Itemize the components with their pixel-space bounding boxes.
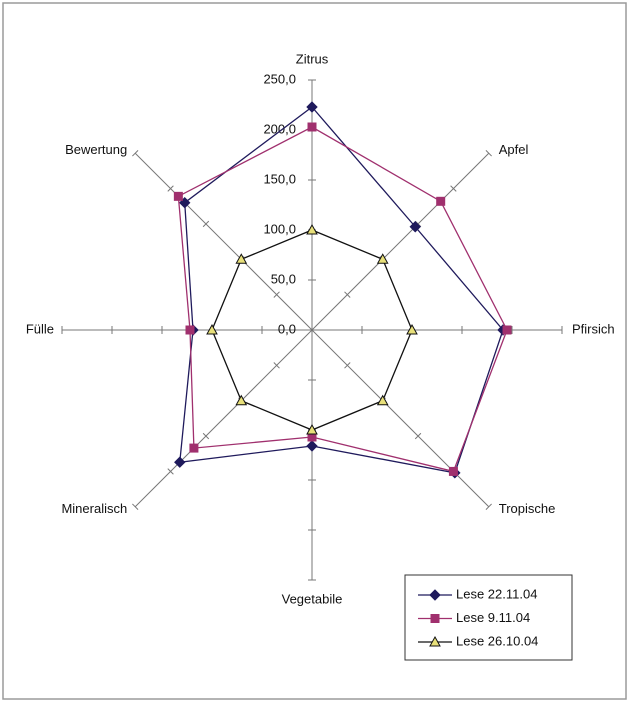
marker xyxy=(206,323,218,335)
tick-mark xyxy=(202,432,210,440)
marker xyxy=(429,589,441,601)
radial-axis xyxy=(134,152,313,331)
tick-mark xyxy=(273,362,280,369)
r-tick-label: 200,0 xyxy=(263,121,296,136)
marker xyxy=(306,223,318,235)
tick-mark xyxy=(132,150,139,157)
marker xyxy=(436,196,446,206)
r-tick-label: 250,0 xyxy=(263,71,296,86)
axis-label: Mineralisch xyxy=(61,501,127,516)
marker xyxy=(429,635,441,647)
marker xyxy=(306,423,318,435)
radial-axis xyxy=(311,329,490,508)
legend-label: Lese 26.10.04 xyxy=(456,633,538,648)
axis-label: Fülle xyxy=(26,321,54,336)
tick-mark xyxy=(344,291,351,298)
axis-label: Apfel xyxy=(499,142,529,157)
tick-mark xyxy=(450,185,457,192)
radial-axis xyxy=(311,152,490,331)
marker xyxy=(189,443,199,453)
plot-area xyxy=(173,101,512,479)
marker xyxy=(185,325,195,335)
marker xyxy=(502,325,512,335)
r-tick-label: 50,0 xyxy=(271,271,296,286)
axis-label: Pfirsich xyxy=(572,321,615,336)
marker xyxy=(409,221,421,233)
tick-mark xyxy=(344,362,351,369)
marker xyxy=(306,101,318,113)
legend-label: Lese 9.11.04 xyxy=(456,610,530,625)
axes: Zitrus Apfel Pfirsich Tropische Vegetabile Mi… xyxy=(26,51,615,606)
tick-mark xyxy=(485,150,492,157)
axis-label: Zitrus xyxy=(296,51,329,66)
r-tick-label: 150,0 xyxy=(263,171,296,186)
marker xyxy=(406,323,418,335)
marker xyxy=(307,122,317,132)
tick-mark xyxy=(414,432,422,440)
marker xyxy=(376,394,389,406)
marker xyxy=(376,253,389,264)
axis-label: Tropische xyxy=(499,501,556,516)
axis-label: Vegetabile xyxy=(282,591,343,606)
tick-mark xyxy=(132,503,139,510)
r-tick-label: 100,0 xyxy=(263,221,296,236)
marker xyxy=(235,253,248,264)
tick-mark xyxy=(202,220,210,228)
tick-mark xyxy=(167,185,174,192)
marker xyxy=(173,191,183,201)
r-tick-label: 0,0 xyxy=(278,321,296,336)
legend-label: Lese 22.11.04 xyxy=(456,586,537,601)
legend: Lese 22.11.04 Lese 9.11.04 Lese 26.10.04 xyxy=(404,574,573,661)
marker xyxy=(174,456,186,468)
tick-mark xyxy=(167,468,174,475)
marker xyxy=(235,394,248,406)
tick-mark xyxy=(273,291,280,298)
tick-mark xyxy=(485,503,492,510)
radial-axis xyxy=(134,329,313,508)
marker xyxy=(306,440,318,452)
axis-label: Bewertung xyxy=(65,142,127,157)
marker xyxy=(448,466,458,476)
marker xyxy=(430,614,440,623)
